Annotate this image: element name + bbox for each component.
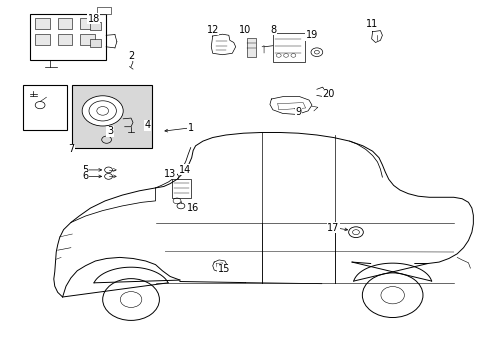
Bar — [30, 14, 106, 60]
Text: 12: 12 — [206, 24, 219, 35]
Bar — [80, 34, 95, 45]
Text: 8: 8 — [270, 24, 276, 35]
Bar — [246, 38, 255, 57]
Text: 18: 18 — [87, 14, 100, 24]
Text: 6: 6 — [82, 171, 88, 181]
Bar — [35, 34, 50, 45]
Circle shape — [82, 96, 123, 126]
Text: 7: 7 — [68, 144, 74, 154]
Text: 11: 11 — [365, 19, 377, 30]
Bar — [35, 18, 50, 29]
Text: 4: 4 — [144, 120, 150, 130]
Text: 15: 15 — [217, 264, 230, 274]
Text: 3: 3 — [107, 126, 113, 136]
Text: 16: 16 — [186, 203, 199, 213]
Bar — [23, 85, 66, 130]
Bar — [72, 85, 151, 148]
Bar — [172, 179, 190, 198]
Text: 20: 20 — [322, 89, 334, 99]
Text: 2: 2 — [128, 51, 134, 61]
Bar — [80, 18, 95, 29]
Bar — [97, 7, 111, 14]
Text: 13: 13 — [163, 168, 176, 179]
Text: 14: 14 — [178, 165, 191, 175]
Bar — [90, 39, 101, 47]
Text: 10: 10 — [239, 24, 251, 35]
Text: 19: 19 — [305, 30, 318, 40]
Bar — [272, 33, 304, 62]
Bar — [58, 34, 72, 45]
Text: 5: 5 — [82, 165, 88, 175]
Text: 1: 1 — [187, 123, 193, 133]
Text: 17: 17 — [326, 222, 339, 233]
Text: 9: 9 — [295, 107, 301, 117]
Bar — [90, 22, 101, 30]
Bar — [58, 18, 72, 29]
